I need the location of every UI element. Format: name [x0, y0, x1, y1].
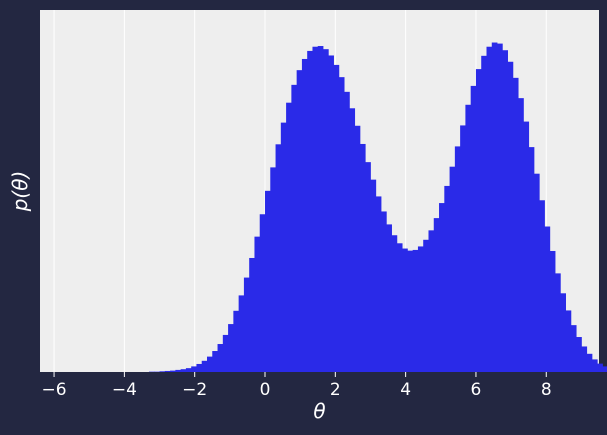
x-tick-label: 4: [400, 380, 411, 400]
histogram-bar: [576, 337, 582, 372]
histogram-bar: [223, 335, 229, 372]
histogram-bar: [513, 78, 519, 372]
histogram-bar: [376, 196, 382, 372]
histogram-bar: [286, 103, 292, 372]
histogram-bar: [349, 108, 355, 372]
histogram-bar: [355, 126, 361, 372]
histogram-bar: [360, 144, 366, 372]
histogram-bar: [428, 230, 434, 372]
histogram-bar: [302, 59, 308, 372]
histogram-bar: [555, 273, 561, 372]
histogram-bar: [249, 258, 255, 372]
histogram-bar: [181, 369, 187, 372]
histogram-bar: [281, 123, 287, 372]
histogram-bar: [312, 47, 318, 372]
histogram-bar: [202, 361, 208, 372]
histogram-bar: [508, 62, 514, 372]
histogram-bar: [254, 237, 260, 372]
histogram-bar: [218, 344, 224, 372]
x-axis-ticks: −6 −4 −2 0 2 4 6 8: [42, 372, 552, 400]
histogram-bar: [307, 51, 313, 372]
histogram-bar: [297, 70, 303, 372]
histogram-bar: [212, 351, 218, 372]
histogram-bar: [534, 174, 540, 372]
histogram-bar: [196, 364, 202, 372]
histogram-bar: [339, 77, 345, 372]
histogram-bar: [423, 240, 429, 372]
x-tick-label: 6: [471, 380, 482, 400]
histogram-bar: [418, 246, 424, 372]
histogram-bar: [471, 86, 477, 372]
histogram-bar: [581, 346, 587, 372]
histogram-bar: [392, 235, 398, 372]
histogram-bar: [571, 325, 577, 372]
histogram-bar: [407, 251, 413, 372]
histogram-bar: [413, 250, 419, 372]
histogram-bar: [476, 69, 482, 372]
histogram-bar: [318, 46, 324, 372]
histogram-bar: [291, 85, 297, 372]
histogram-bar: [186, 368, 192, 372]
histogram-bar: [402, 249, 408, 372]
histogram-bar: [497, 44, 503, 372]
histogram-bar: [518, 98, 524, 372]
x-tick-label: 0: [260, 380, 271, 400]
histogram-bar: [587, 354, 593, 372]
histogram-bar: [165, 371, 171, 372]
histogram-bar: [545, 227, 551, 373]
x-axis-label: θ: [313, 399, 325, 423]
histogram-bar: [328, 55, 334, 372]
x-tick-label: −2: [182, 380, 207, 400]
x-tick-label: −4: [112, 380, 137, 400]
histogram-bar: [487, 47, 493, 372]
histogram-bar: [439, 203, 445, 372]
histogram-bar: [276, 144, 282, 372]
histogram-bar: [344, 92, 350, 372]
histogram-bar: [365, 162, 371, 372]
y-axis-label: p(θ): [8, 171, 32, 213]
histogram-bar: [592, 359, 598, 372]
histogram-bar: [160, 371, 166, 372]
histogram-bar: [529, 147, 535, 372]
histogram-bar: [170, 371, 176, 372]
histogram-bar: [397, 243, 403, 372]
histogram-bar: [455, 146, 461, 372]
histogram-bar: [450, 167, 456, 372]
histogram-bar: [260, 214, 266, 372]
histogram-bar: [481, 56, 487, 372]
histogram-bar: [560, 293, 566, 372]
histogram-bar: [370, 180, 376, 372]
histogram-bar: [270, 167, 276, 372]
histogram-bar: [444, 186, 450, 372]
histogram-bar: [191, 366, 197, 372]
histogram-bar: [323, 49, 329, 372]
histogram-bar: [239, 295, 245, 372]
histogram-bar: [386, 224, 392, 372]
histogram-bar: [434, 218, 440, 372]
histogram-bar: [597, 364, 603, 372]
histogram-bar: [207, 357, 213, 372]
histogram-bar: [228, 324, 234, 372]
histogram-bar: [334, 65, 340, 372]
histogram-bar: [233, 311, 239, 372]
histogram-bar: [603, 366, 607, 372]
histogram-bar: [175, 370, 181, 372]
histogram-bar: [523, 122, 529, 372]
x-tick-label: −6: [42, 380, 67, 400]
histogram-bar: [502, 50, 508, 372]
histogram-bar: [465, 105, 471, 372]
histogram-bar: [566, 310, 572, 372]
histogram-bar: [381, 211, 387, 372]
histogram-bar: [460, 125, 466, 372]
histogram-bar: [550, 251, 556, 372]
x-tick-label: 8: [541, 380, 552, 400]
histogram-bar: [492, 43, 498, 372]
histogram-bar: [265, 191, 271, 372]
histogram-bar: [539, 200, 545, 372]
x-tick-label: 2: [330, 380, 341, 400]
histogram-bar: [244, 278, 250, 372]
